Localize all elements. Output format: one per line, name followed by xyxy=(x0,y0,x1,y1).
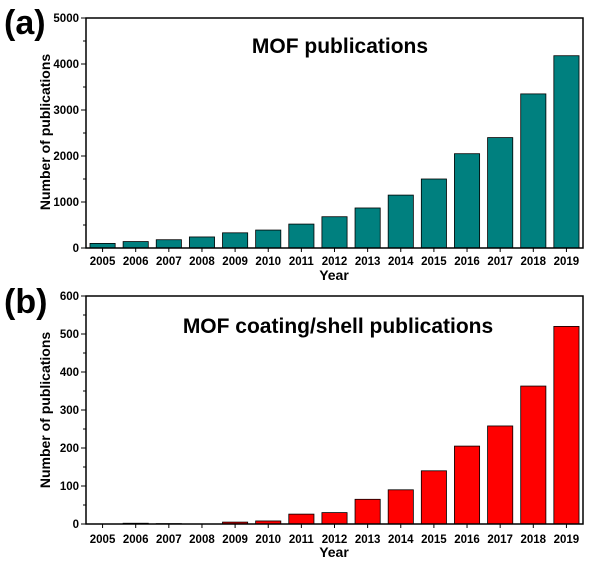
x-axis-ticks: 2005 2006 2007 2008 2009 2010 2011 2012 2013 2014… xyxy=(90,248,579,268)
bar-series xyxy=(122,325,580,525)
y-axis-ticks: 0 1000 2000 3000 4000 5000 xyxy=(53,13,86,255)
y-tick-label-600: 600 xyxy=(60,291,79,303)
x-tick-label-2012: 2012 xyxy=(322,256,348,268)
bar-2016 xyxy=(454,445,481,525)
x-tick-label-2017: 2017 xyxy=(487,256,513,268)
x-tick-label-2012: 2012 xyxy=(322,534,348,546)
x-tick-label-2006: 2006 xyxy=(123,534,149,546)
bar-2019 xyxy=(553,55,580,249)
bar-2011 xyxy=(288,223,315,249)
bar-2013 xyxy=(354,207,381,249)
bar-2018 xyxy=(520,385,547,525)
x-tick-label-2018: 2018 xyxy=(521,256,547,268)
x-axis-title: Year xyxy=(319,544,349,560)
bar-2014 xyxy=(387,194,414,249)
panel-b-mof-coating-shell-publications-chart: (b) MOF coating/shell publications Numbe… xyxy=(4,283,584,560)
y-tick-label-5000: 5000 xyxy=(53,13,79,25)
bar-2013 xyxy=(354,498,381,525)
x-tick-label-2019: 2019 xyxy=(554,534,580,546)
y-tick-label-400: 400 xyxy=(60,367,79,379)
x-tick-label-2009: 2009 xyxy=(222,534,248,546)
panel-a-mof-publications-chart: (a) MOF publications Number of publicati… xyxy=(4,4,584,283)
bar-2014 xyxy=(387,489,414,525)
y-tick-label-1000: 1000 xyxy=(53,197,79,209)
x-tick-label-2008: 2008 xyxy=(189,534,215,546)
x-tick-label-2019: 2019 xyxy=(554,256,580,268)
y-tick-label-0: 0 xyxy=(73,519,79,531)
panel-label: (b) xyxy=(4,283,47,321)
x-tick-label-2018: 2018 xyxy=(521,534,547,546)
bar-2015 xyxy=(420,470,447,525)
bar-2017 xyxy=(487,425,514,525)
x-tick-label-2016: 2016 xyxy=(454,534,480,546)
y-axis-title: Number of publications xyxy=(37,54,53,211)
y-axis-ticks: 0 100 200 300 400 500 600 xyxy=(60,291,86,531)
x-tick-label-2006: 2006 xyxy=(123,256,149,268)
x-tick-label-2011: 2011 xyxy=(289,534,315,546)
bar-2018 xyxy=(520,93,547,249)
y-tick-label-4000: 4000 xyxy=(53,59,79,71)
plot-frame xyxy=(85,17,584,249)
x-tick-label-2005: 2005 xyxy=(90,256,116,268)
bar-2012 xyxy=(321,512,348,525)
bar-2015 xyxy=(420,178,447,249)
x-tick-label-2011: 2011 xyxy=(289,256,315,268)
bar-2007 xyxy=(155,239,182,249)
bar-2019 xyxy=(553,325,580,525)
x-tick-label-2014: 2014 xyxy=(388,256,414,268)
y-tick-label-0: 0 xyxy=(73,243,79,255)
x-tick-label-2010: 2010 xyxy=(255,256,281,268)
x-tick-label-2009: 2009 xyxy=(222,256,248,268)
y-tick-label-100: 100 xyxy=(60,481,79,493)
bar-2008 xyxy=(188,236,215,249)
x-tick-label-2013: 2013 xyxy=(355,256,381,268)
x-tick-label-2013: 2013 xyxy=(355,534,381,546)
x-tick-label-2014: 2014 xyxy=(388,534,414,546)
x-axis-title: Year xyxy=(319,267,349,283)
bar-2011 xyxy=(288,513,315,525)
y-tick-label-500: 500 xyxy=(60,329,79,341)
y-tick-label-300: 300 xyxy=(60,405,79,417)
bar-2017 xyxy=(487,137,514,249)
bar-series xyxy=(89,55,580,249)
x-axis-ticks: 2005 2006 2007 2008 2009 2010 2011 2012 2013 2014… xyxy=(90,524,579,546)
panel-label: (a) xyxy=(4,4,46,42)
x-tick-label-2015: 2015 xyxy=(421,256,447,268)
bar-2016 xyxy=(454,153,481,249)
y-tick-label-3000: 3000 xyxy=(53,105,79,117)
plot-frame xyxy=(85,295,584,525)
x-tick-label-2016: 2016 xyxy=(454,256,480,268)
chart-title: MOF coating/shell publications xyxy=(183,315,493,338)
x-tick-label-2007: 2007 xyxy=(156,256,182,268)
bar-2009 xyxy=(222,232,249,249)
x-tick-label-2015: 2015 xyxy=(421,534,447,546)
bar-2006 xyxy=(122,241,149,249)
y-tick-label-2000: 2000 xyxy=(53,151,79,163)
x-tick-label-2005: 2005 xyxy=(90,534,116,546)
bar-2012 xyxy=(321,216,348,249)
bar-2010 xyxy=(255,229,282,249)
x-tick-label-2008: 2008 xyxy=(189,256,215,268)
y-tick-label-200: 200 xyxy=(60,443,79,455)
x-tick-label-2017: 2017 xyxy=(487,534,513,546)
x-tick-label-2010: 2010 xyxy=(255,534,281,546)
y-axis-title: Number of publications xyxy=(37,332,53,489)
x-tick-label-2007: 2007 xyxy=(156,534,182,546)
chart-title: MOF publications xyxy=(252,35,428,58)
